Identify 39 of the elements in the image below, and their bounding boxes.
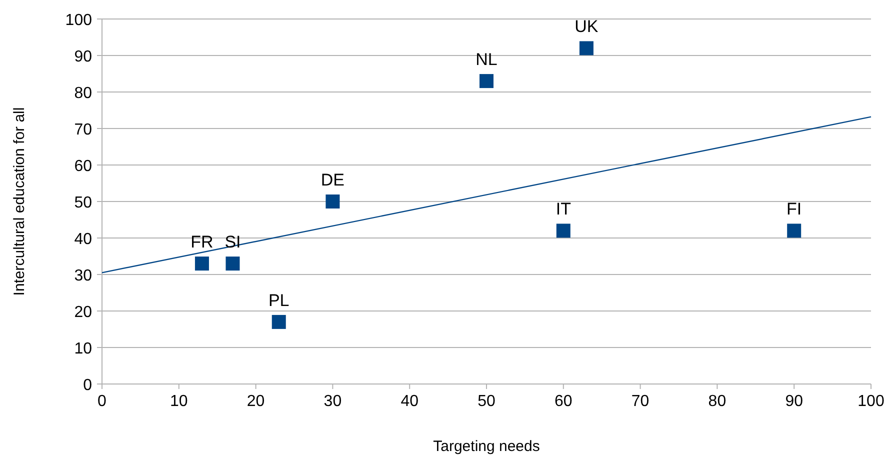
y-tick-label: 90 — [74, 48, 92, 66]
point — [480, 74, 494, 88]
x-tick-label: 80 — [708, 393, 726, 410]
point — [226, 256, 240, 271]
y-tick-label: 0 — [83, 377, 92, 394]
annotation: IT — [556, 200, 571, 219]
y-tick-label: 100 — [65, 12, 92, 29]
x-tick-label: 100 — [858, 393, 884, 410]
x-tick-label: 90 — [785, 393, 804, 410]
point — [556, 224, 570, 238]
y-tick-label: 60 — [74, 158, 92, 175]
point — [579, 41, 594, 56]
annotation: NL — [476, 50, 498, 70]
x-tick-label: 50 — [478, 393, 496, 410]
y-tick-label: 80 — [74, 85, 92, 102]
point — [194, 256, 209, 271]
y-tick-label: 70 — [74, 122, 92, 138]
x-tick-label: 60 — [554, 393, 572, 410]
x-tick-label: 70 — [631, 393, 650, 410]
y-tick-label: 50 — [74, 194, 92, 212]
point — [787, 224, 802, 238]
x-tick-label: 20 — [246, 393, 265, 410]
x-tick-label: 10 — [170, 393, 188, 410]
y-tick-label: 20 — [74, 304, 92, 321]
x-tick-label: 30 — [324, 393, 342, 410]
x-tick-label: 0 — [98, 393, 107, 410]
y-tick-label: 10 — [74, 340, 92, 358]
point — [326, 194, 340, 208]
annotation: UK — [574, 17, 599, 36]
x-tick-label: 40 — [400, 393, 419, 410]
annotation: DE — [320, 170, 345, 190]
annotation: FI — [786, 200, 802, 219]
y-tick-label: 40 — [74, 231, 92, 248]
annotation: FR — [190, 232, 214, 252]
y-tick-label: 30 — [74, 268, 92, 284]
annotation: PL — [268, 290, 290, 310]
x-axis-title: Targeting needs — [433, 438, 540, 455]
point — [272, 314, 286, 329]
y-axis-title: Intercultural education for all — [11, 107, 28, 296]
